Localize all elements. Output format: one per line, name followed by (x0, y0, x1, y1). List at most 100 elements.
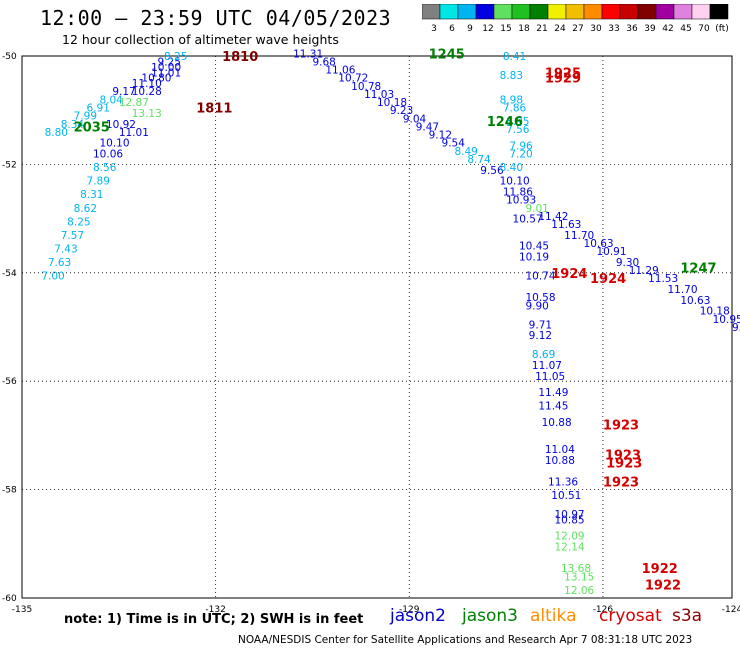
pass-time-label: 2035 (74, 120, 110, 135)
swh-value-label: 10.74 (525, 271, 555, 283)
swh-value-label: 10.51 (551, 490, 581, 502)
units-note: note: 1) Time is in UTC; 2) SWH is in fe… (64, 612, 364, 627)
swh-value-label: 8.80 (45, 127, 68, 139)
swh-value-label: 11.07 (532, 360, 562, 372)
colorbar-label: 42 (662, 24, 673, 34)
colorbar-swatch (709, 4, 729, 20)
swh-value-label: 9.12 (529, 330, 552, 342)
swh-value-label: 13.13 (132, 108, 162, 120)
swh-value-label: 10.78 (351, 81, 381, 93)
pass-time-label: 1923 (605, 448, 641, 463)
colorbar-label: 12 (482, 24, 493, 34)
swh-value-label: 7.99 (74, 111, 97, 123)
swh-value-label: 6.91 (87, 102, 110, 114)
swh-value-label: 7.43 (54, 243, 77, 255)
swh-value-label: 9.17 (112, 86, 135, 98)
colorbar-label: 24 (554, 24, 566, 34)
colorbar-label: 21 (536, 24, 547, 34)
y-tick-label: -58 (2, 486, 17, 496)
pass-time-label: 1811 (196, 101, 232, 116)
swh-value-label: 11.06 (325, 65, 355, 77)
legend-jason3: jason3 (462, 606, 518, 626)
swh-value-label: 10.57 (513, 214, 543, 226)
swh-value-label: 10.91 (596, 246, 626, 258)
swh-value-label: 12.09 (555, 531, 585, 543)
swh-value-label: 10.63 (680, 295, 710, 307)
swh-value-label: 9.01 (525, 203, 548, 215)
swh-value-label: 11.36 (548, 476, 578, 488)
swh-value-label: 8.69 (532, 349, 555, 361)
swh-value-label: 10.93 (506, 195, 536, 207)
swh-value-label: 8.56 (93, 162, 117, 174)
swh-value-label: 12.06 (564, 585, 594, 597)
swh-value-label: 9.68 (312, 56, 335, 68)
swh-value-label: 11.86 (503, 187, 533, 199)
swh-value-label: 10.10 (99, 138, 129, 150)
pass-time-label: 1923 (603, 475, 639, 490)
legend-altika: altika (530, 606, 577, 626)
swh-value-label: 10.92 (106, 119, 136, 131)
colorbar-label: 15 (500, 24, 511, 34)
colorbar-label: 6 (449, 24, 455, 34)
swh-value-label: 11.10 (132, 78, 162, 90)
colorbar-label: 70 (698, 24, 710, 34)
x-tick-label: -124 (722, 605, 740, 615)
pass-time-label: 1247 (680, 261, 716, 276)
swh-value-label: 8.83 (500, 70, 523, 82)
swh-value-label: 10.63 (584, 238, 614, 250)
swh-value-label: 8.95 (506, 116, 529, 128)
pass-time-label: 1924 (551, 267, 587, 282)
colorbar-label: 36 (626, 24, 638, 34)
swh-value-label: 7.96 (509, 140, 533, 152)
swh-value-label: 11.04 (545, 444, 575, 456)
swh-value-label: 9.54 (442, 138, 466, 150)
y-tick-label: -56 (2, 377, 17, 387)
swh-value-label: 10.97 (555, 509, 585, 521)
legend-cryosat: cryosat (599, 606, 662, 626)
pass-time-label: 1245 (429, 47, 465, 62)
swh-value-label: 10.80 (141, 73, 171, 85)
pass-time-label: 1922 (642, 562, 678, 577)
swh-value-label: 7.86 (503, 102, 527, 114)
swh-value-label: 10.45 (519, 241, 549, 253)
y-tick-label: -54 (2, 269, 17, 279)
swh-value-label: 11.70 (667, 284, 697, 296)
swh-value-label: 11.03 (364, 89, 394, 101)
colorbar-label: 33 (608, 24, 619, 34)
y-tick-label: -52 (2, 160, 17, 170)
pass-time-label: 1922 (645, 578, 681, 593)
pass-time-label: 1810 (222, 50, 258, 65)
swh-value-label: 10.10 (500, 176, 530, 188)
swh-value-label: 8.25 (164, 51, 187, 63)
swh-value-label: 10.88 (542, 417, 572, 429)
swh-value-label: 11.45 (538, 401, 568, 413)
swh-value-label: 10.88 (545, 455, 575, 467)
colorbar-label: 9 (467, 24, 473, 34)
pass-time-label: 1923 (606, 457, 642, 472)
colorbar-label: 30 (590, 24, 602, 34)
x-tick-label: -126 (593, 605, 614, 615)
footer-credit: NOAA/NESDIS Center for Satellite Applica… (238, 634, 693, 646)
swh-value-label: 7.00 (41, 271, 64, 283)
swh-value-label: 9.75 (732, 322, 740, 334)
swh-value-label: 11.70 (564, 230, 594, 242)
swh-value-label: 10.28 (132, 86, 162, 98)
swh-value-label: 8.40 (500, 162, 523, 174)
swh-value-label: 7.57 (61, 230, 84, 242)
swh-value-label: 11.01 (151, 67, 181, 79)
swh-value-label: 13.15 (564, 571, 594, 583)
swh-value-label: 11.63 (551, 219, 581, 231)
swh-value-label: 11.31 (293, 48, 323, 60)
swh-value-label: 9.23 (390, 105, 413, 117)
colorbar-label: 3 (431, 24, 437, 34)
swh-value-label: 11.01 (119, 127, 149, 139)
swh-value-label: 8.98 (500, 94, 523, 106)
swh-value-label: 9.12 (429, 130, 452, 142)
swh-value-label: 8.74 (467, 154, 491, 166)
colorbar-label: (ft) (715, 24, 729, 34)
swh-value-label: 9.04 (403, 113, 427, 125)
swh-value-label: 9.30 (616, 257, 639, 269)
swh-value-label: 11.29 (629, 265, 659, 277)
pass-time-label: 1924 (590, 272, 626, 287)
